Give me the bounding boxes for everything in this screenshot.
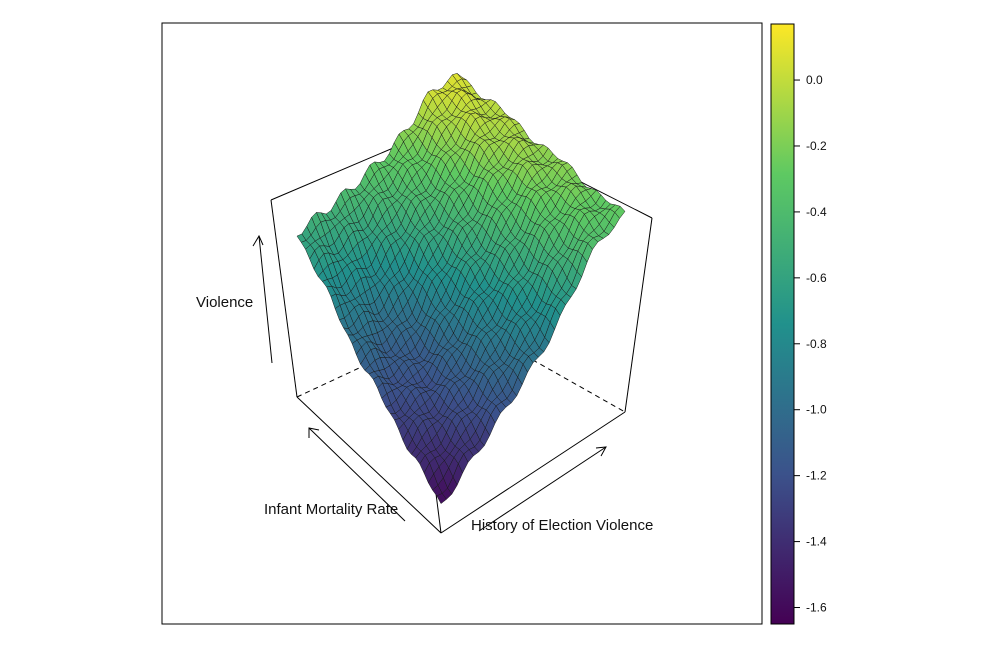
colorbar-tick-label: -1.6 bbox=[806, 601, 827, 615]
colorbar-tick-label: -0.6 bbox=[806, 271, 827, 285]
colorbar-tick-label: -1.4 bbox=[806, 535, 827, 549]
x-axis-arrow bbox=[308, 427, 406, 522]
colorbar-tick-label: -1.0 bbox=[806, 403, 827, 417]
box-edge-front-left bbox=[296, 396, 442, 534]
box-edge-right-vertical bbox=[624, 217, 653, 413]
y-axis-label: History of Election Violence bbox=[471, 517, 653, 534]
colorbar-tick-label: -0.8 bbox=[806, 337, 827, 351]
z-axis-label: Violence bbox=[196, 294, 253, 311]
surface-mesh bbox=[296, 73, 626, 504]
x-axis-label: Infant Mortality Rate bbox=[264, 501, 398, 518]
colorbar-tick-label: -0.4 bbox=[806, 205, 827, 219]
z-axis-arrow bbox=[258, 235, 273, 364]
surface-facet bbox=[436, 493, 447, 504]
colorbar-tick-label: -1.2 bbox=[806, 469, 827, 483]
z-axis-arrowhead bbox=[252, 234, 264, 247]
plot-frame bbox=[161, 22, 763, 625]
axis-arrows bbox=[252, 234, 607, 532]
y-axis-arrowhead bbox=[595, 446, 607, 457]
colorbar-tick-label: 0.0 bbox=[806, 73, 823, 87]
y-axis-arrow bbox=[478, 446, 607, 532]
colorbar bbox=[770, 23, 795, 625]
x-axis-arrowhead bbox=[308, 427, 320, 438]
colorbar-ticks: 0.0 -0.2 -0.4 -0.6 -0.8 -1.0 -1.2 -1.4 -1.6 bbox=[794, 73, 827, 615]
box-edge-front-right bbox=[440, 411, 626, 534]
colorbar-tick-label: -0.2 bbox=[806, 139, 827, 153]
box-edge-left-vertical bbox=[270, 199, 298, 398]
